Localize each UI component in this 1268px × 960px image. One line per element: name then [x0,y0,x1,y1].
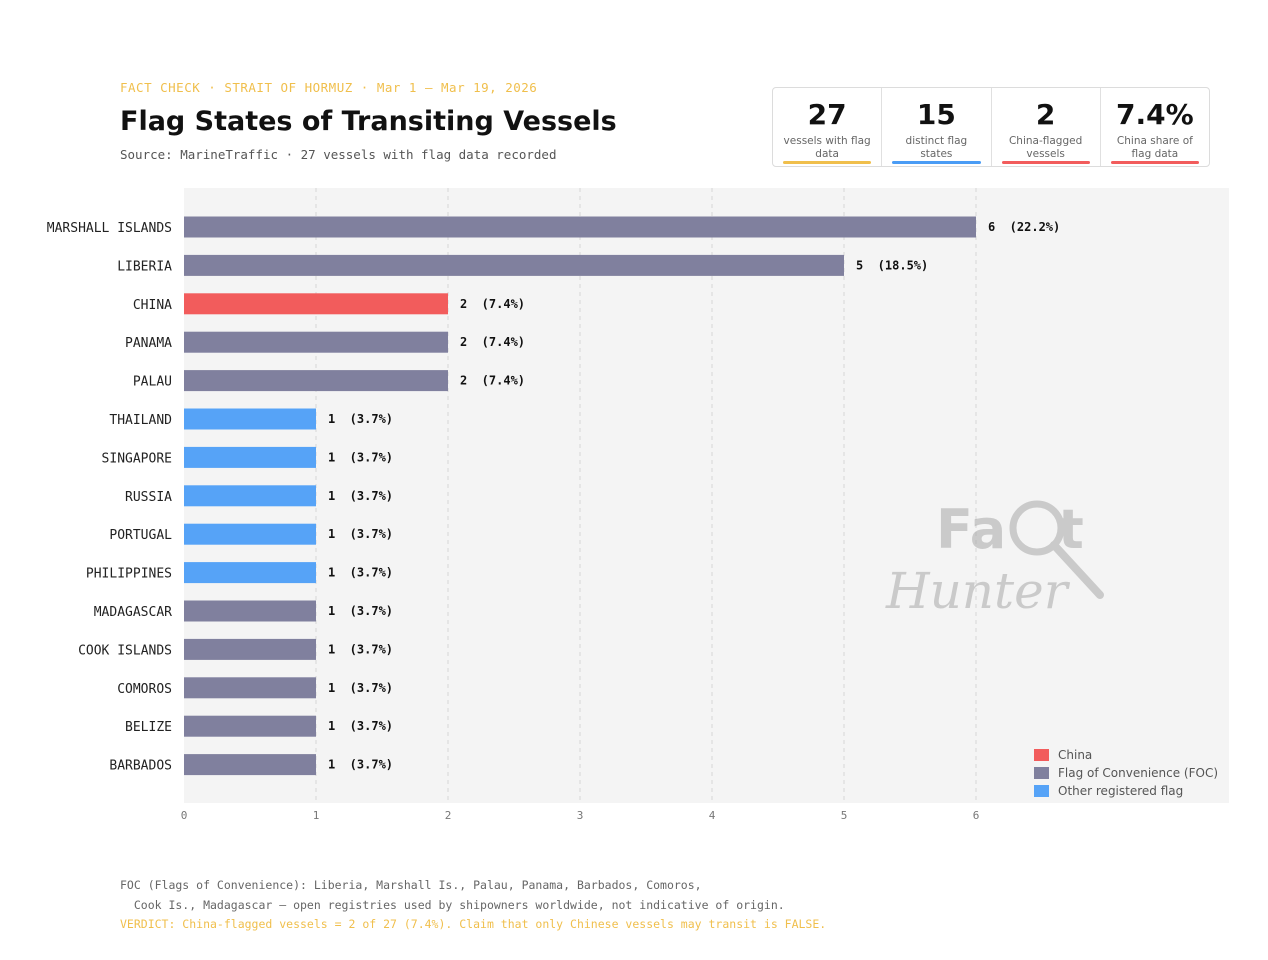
data-label: 1 (3.7%) [328,489,393,503]
data-label: 1 (3.7%) [328,642,393,656]
legend-label-china: China [1058,748,1092,762]
data-label: 2 (7.4%) [460,374,525,388]
stat-value: 2 [1035,98,1056,131]
chart-title: Flag States of Transiting Vessels [120,106,617,137]
category-label: SINGAPORE [102,451,172,466]
data-label: 1 (3.7%) [328,758,393,772]
x-tick-label: 4 [709,809,716,822]
bar-philippines [184,562,316,584]
data-label: 1 (3.7%) [328,604,393,618]
legend-swatch-china [1034,749,1049,761]
legend-label-foc: Flag of Convenience (FOC) [1058,766,1218,780]
stat-underline [892,161,981,164]
bar-panama [184,331,448,353]
svg-text:t: t [1058,498,1084,561]
x-tick-label: 2 [445,809,452,822]
bar-cook-islands [184,638,316,660]
data-label: 6 (22.2%) [988,220,1060,234]
stat-label: distinct flag states [905,135,968,160]
footer-note: FOC (Flags of Convenience): Liberia, Mar… [120,876,826,935]
stat-label: vessels with flag data [783,135,871,160]
category-label: MARSHALL ISLANDS [47,221,172,236]
stat-underline [1110,161,1199,164]
stat-vessels: 27 vessels with flag data [773,88,883,166]
category-label: COOK ISLANDS [78,643,172,658]
svg-text:Hunter: Hunter [885,562,1071,620]
stat-value: 27 [807,98,847,131]
bar-thailand [184,408,316,430]
verdict: VERDICT: China-flagged vessels = 2 of 27… [120,917,827,931]
category-labels: MARSHALL ISLANDS LIBERIA CHINA PANAMA PALAU T… [47,221,172,774]
category-label: MADAGASCAR [94,605,172,620]
stat-value: 7.4% [1116,98,1194,131]
bar-russia [184,485,316,507]
bar-comoros [184,677,316,699]
stat-china-vessels: 2 China-flagged vessels [992,88,1101,166]
bar-madagascar [184,600,316,622]
category-label: RUSSIA [125,490,172,505]
category-label: LIBERIA [117,259,172,274]
category-label: PHILIPPINES [86,567,172,582]
category-label: PANAMA [125,336,172,351]
kicker: FACT CHECK · STRAIT OF HORMUZ · Mar 1 – … [120,80,538,95]
stat-value: 15 [916,98,956,131]
x-tick-label: 1 [313,809,320,822]
data-labels: 6 (22.2%) 5 (18.5%) 2 (7.4%) 2 (7.4%) 2 (7.4… [328,220,1060,772]
data-label: 1 (3.7%) [328,681,393,695]
x-tick-label: 6 [973,809,980,822]
category-label: BARBADOS [109,759,172,774]
legend-label-other: Other registered flag [1058,784,1183,798]
data-label: 1 (3.7%) [328,566,393,580]
stat-label: China share of flag data [1116,135,1193,160]
bar-palau [184,370,448,392]
category-label: PALAU [133,375,172,390]
bar-china [184,293,448,315]
source-line: Source: MarineTraffic · 27 vessels with … [120,147,557,162]
fact-hunter-watermark: Fa t Hunter [885,498,1104,620]
data-label: 1 (3.7%) [328,527,393,541]
stat-flag-states: 15 distinct flag states [882,88,992,166]
foc-note-line-2: Cook Is., Madagascar — open registries u… [120,897,785,912]
category-label: THAILAND [109,413,172,428]
x-tick-label: 5 [841,809,848,822]
plot-background [184,188,1229,803]
stat-china-share: 7.4% China share of flag data [1101,88,1209,166]
x-tick-label: 3 [577,809,584,822]
bar-marshall-islands [184,216,976,238]
data-label: 5 (18.5%) [856,258,928,272]
bar-liberia [184,254,844,276]
foc-note-line-1: FOC (Flags of Convenience): Liberia, Mar… [120,878,702,892]
data-label: 2 (7.4%) [460,335,525,349]
stat-underline [783,161,872,164]
stats-panel: 27 vessels with flag data 15 distinct fl… [772,87,1210,167]
data-label: 1 (3.7%) [328,719,393,733]
bar-portugal [184,523,316,545]
legend-swatch-other [1034,785,1049,797]
data-label: 1 (3.7%) [328,412,393,426]
bar-singapore [184,446,316,468]
category-label: BELIZE [125,720,172,735]
stat-underline [1001,161,1090,164]
x-tick-label: 0 [181,809,188,822]
data-label: 1 (3.7%) [328,450,393,464]
svg-text:Fa: Fa [936,498,1006,561]
data-label: 2 (7.4%) [460,297,525,311]
category-label: COMOROS [117,682,172,697]
legend-swatch-foc [1034,767,1049,779]
legend: China Flag of Convenience (FOC) Other regi… [1034,748,1218,798]
category-label: CHINA [133,298,172,313]
bars [184,216,976,776]
stat-label: China-flagged vessels [1008,135,1083,160]
bar-belize [184,715,316,737]
category-label: PORTUGAL [109,528,172,543]
bar-barbados [184,754,316,776]
x-tick-labels: 0 1 2 3 4 5 6 [181,809,980,822]
